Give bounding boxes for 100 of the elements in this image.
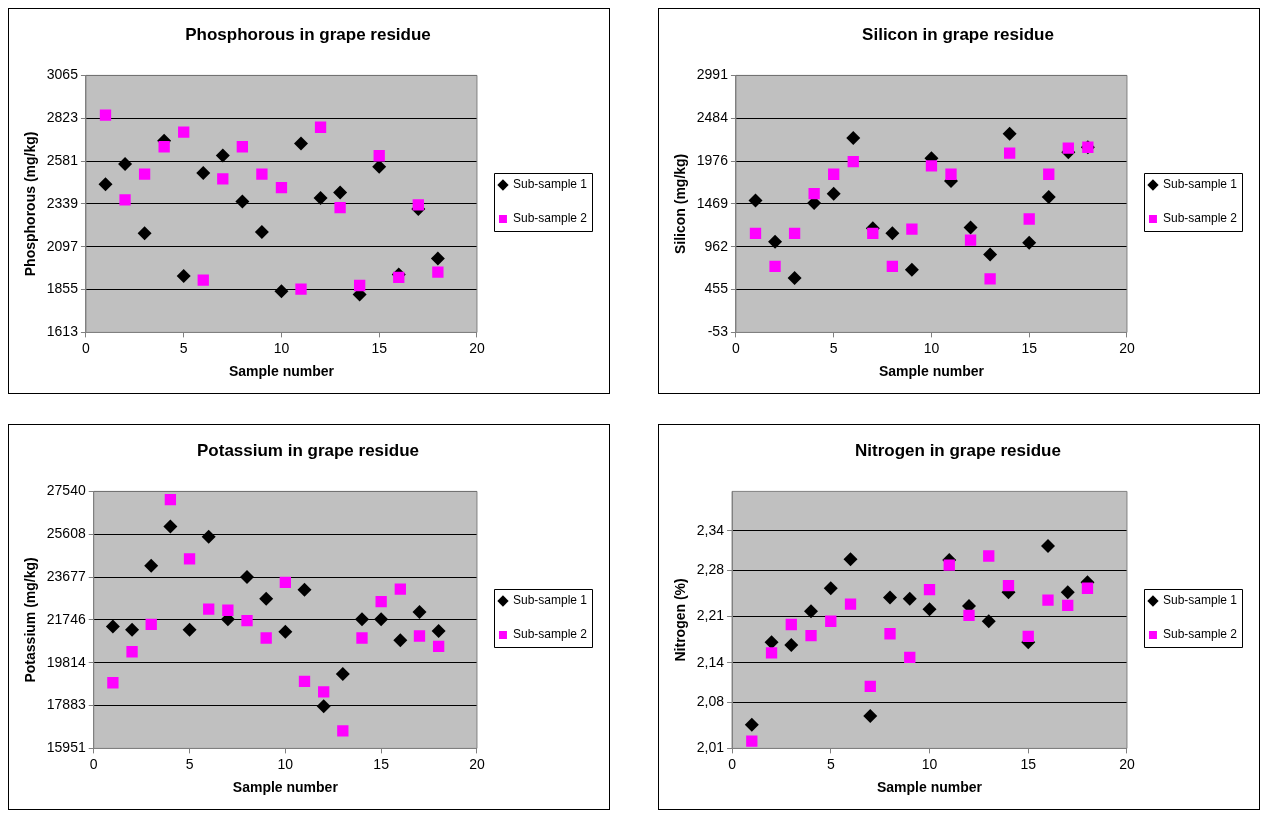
point	[274, 284, 289, 299]
point	[279, 576, 291, 588]
point	[1081, 582, 1094, 594]
point	[1040, 539, 1055, 554]
point	[197, 274, 209, 286]
y-tick-label: 1469	[696, 194, 729, 211]
chart-title: Nitrogen in grape residue	[855, 440, 1061, 460]
point	[963, 609, 975, 621]
y-tick-label: 2097	[46, 237, 79, 254]
point	[764, 635, 779, 650]
point	[904, 651, 916, 664]
x-tick-label: 10	[923, 339, 940, 356]
y-tick-label: 1976	[696, 151, 729, 168]
point	[222, 604, 234, 616]
legend-label: Sub-sample 2	[1162, 627, 1238, 642]
y-tick-label: 2,08	[696, 693, 725, 710]
point	[768, 234, 783, 249]
point	[107, 677, 119, 689]
point	[883, 590, 898, 605]
point	[1062, 142, 1074, 154]
x-tick-label: 20	[1119, 755, 1135, 772]
chart-title: Potassium in grape residue	[196, 440, 420, 460]
point	[374, 612, 389, 627]
x-tick-label: 20	[469, 755, 485, 772]
point	[828, 168, 840, 180]
point	[787, 271, 802, 286]
point	[337, 725, 349, 737]
x-tick-label: 10	[273, 339, 290, 356]
point	[182, 622, 197, 637]
y-tick-label: 21746	[46, 610, 86, 627]
point	[256, 168, 268, 180]
point	[846, 130, 861, 145]
point	[925, 160, 938, 172]
point	[118, 156, 133, 171]
y-tick-label: 962	[704, 237, 729, 254]
point	[749, 227, 762, 240]
y-tick-label: 17883	[46, 696, 86, 713]
y-tick-label: 2484	[696, 109, 729, 126]
legend-label: Sub-sample 2	[512, 211, 588, 226]
y-axis-title: Potassium (mg/kg)	[22, 557, 39, 683]
point	[164, 493, 177, 506]
point	[981, 614, 996, 629]
x-tick-label: 15	[373, 755, 390, 772]
point	[825, 615, 837, 627]
legend-label: Sub-sample 2	[1162, 211, 1238, 226]
point	[126, 646, 138, 658]
y-tick-label: 2339	[46, 194, 79, 211]
point	[354, 279, 366, 292]
point	[316, 699, 331, 714]
point	[885, 226, 900, 241]
point	[236, 141, 249, 153]
point	[138, 168, 151, 180]
point	[844, 598, 857, 610]
chart-title: Phosphorous in grape residue	[185, 24, 431, 44]
point	[867, 227, 879, 240]
point	[1022, 235, 1037, 250]
point	[432, 640, 445, 653]
point	[744, 717, 759, 732]
point	[945, 168, 957, 180]
point	[275, 181, 288, 194]
y-tick-label: 455	[704, 280, 729, 297]
point	[235, 194, 250, 209]
y-tick-label: 23677	[46, 567, 86, 584]
point	[1041, 190, 1056, 205]
point	[125, 622, 140, 637]
point	[178, 126, 190, 138]
x-axis-title: Sample number	[878, 363, 985, 380]
x-tick-label: 15	[371, 339, 388, 356]
point	[863, 709, 878, 724]
point	[884, 628, 896, 640]
point	[254, 225, 269, 240]
point	[804, 604, 819, 619]
point	[788, 227, 801, 240]
y-tick-label: 2581	[46, 151, 79, 168]
point	[922, 602, 937, 617]
point	[823, 581, 838, 596]
point	[318, 686, 330, 698]
point	[394, 583, 406, 595]
point	[241, 615, 253, 627]
point	[1004, 147, 1016, 159]
y-tick-label: 1613	[46, 323, 79, 340]
point	[748, 193, 763, 208]
point	[297, 582, 312, 597]
point	[805, 630, 817, 642]
point	[904, 262, 919, 277]
point	[375, 595, 387, 608]
legend-label: Sub-sample 1	[1162, 177, 1238, 192]
point	[432, 266, 444, 278]
point	[1043, 168, 1055, 180]
point	[963, 220, 978, 235]
point	[119, 194, 131, 206]
point	[176, 269, 191, 284]
x-tick-label: 10	[921, 755, 938, 772]
point	[1042, 594, 1054, 606]
point	[1002, 126, 1017, 141]
point	[826, 186, 841, 201]
point	[412, 199, 424, 211]
point	[784, 637, 799, 652]
point	[313, 190, 328, 205]
point	[373, 150, 385, 162]
